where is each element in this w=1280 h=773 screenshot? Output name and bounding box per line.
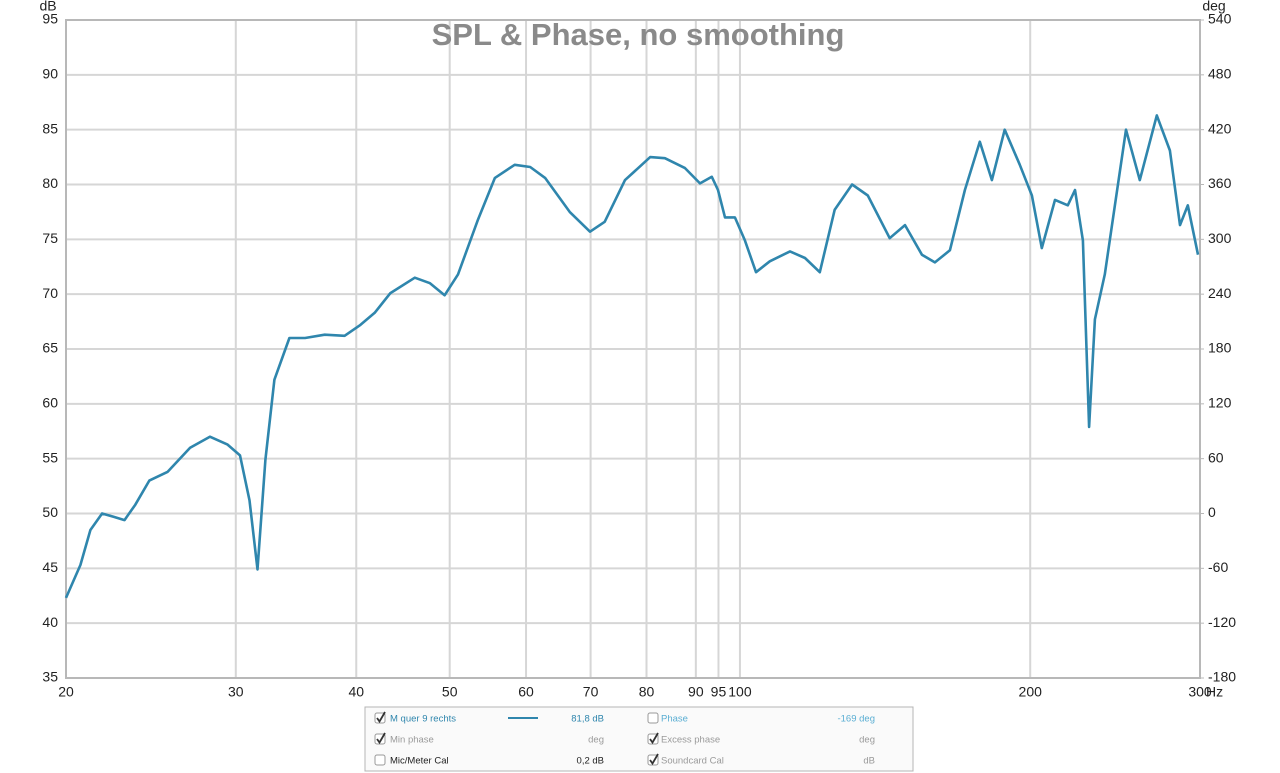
legend-label[interactable]: Phase [661, 714, 688, 725]
x-tick-label: 40 [348, 684, 364, 700]
y2-tick-label: -60 [1208, 559, 1228, 575]
x-tick-label: 90 [688, 684, 704, 700]
legend-readout: deg [859, 735, 875, 746]
legend: M quer 9 rechts 81,8 dB Phase -169 deg Min p… [364, 706, 914, 772]
legend-readout: deg [588, 735, 604, 746]
chart-title: SPL & Phase, no smoothing [432, 17, 845, 52]
y-tick-label: 40 [42, 614, 58, 630]
legend-label[interactable]: M quer 9 rechts [390, 714, 456, 725]
x-axis-label: Hz [1206, 684, 1223, 700]
legend-label[interactable]: Excess phase [661, 735, 720, 746]
y2-tick-label: 60 [1208, 449, 1224, 465]
y2-tick-label: 0 [1208, 504, 1216, 520]
y-tick-label: 65 [42, 340, 58, 356]
y2-tick-label: -120 [1208, 614, 1236, 630]
checkbox[interactable] [374, 754, 386, 766]
x-tick-label: 70 [583, 684, 599, 700]
x-tick-label: 50 [442, 684, 458, 700]
legend-box [364, 706, 914, 772]
legend-label[interactable]: Mic/Meter Cal [390, 756, 449, 767]
y-tick-label: 60 [42, 395, 58, 411]
y-tick-label: 55 [42, 449, 58, 465]
spl-line [64, 114, 1200, 599]
y-tick-label: 70 [42, 285, 58, 301]
y-tick-label: 35 [42, 669, 58, 685]
legend-readout: 0,2 dB [577, 756, 604, 767]
x-tick-label: 300 [1188, 684, 1212, 700]
plot [64, 114, 1200, 599]
checkmark[interactable] [376, 732, 386, 745]
y-tick-label: 75 [42, 230, 58, 246]
x-tick-label: 80 [639, 684, 655, 700]
grid [65, 19, 1201, 679]
y2-tick-label: 420 [1208, 120, 1232, 136]
y2-tick-label: -180 [1208, 669, 1236, 685]
checkbox[interactable] [647, 712, 659, 724]
ticks: 35 40 45 50 55 60 65 70 75 80 85 90 95 -180 -120 -60 0 60… [42, 11, 1236, 700]
x-tick-label: 20 [58, 684, 74, 700]
y2-tick-label: 180 [1208, 340, 1232, 356]
y-tick-label: 45 [42, 559, 58, 575]
y2-tick-label: 240 [1208, 285, 1232, 301]
y-tick-label: 95 [42, 11, 58, 27]
y2-tick-label: 540 [1208, 11, 1232, 27]
checkmark[interactable] [649, 732, 659, 745]
x-tick-label: 100 [728, 684, 752, 700]
x-tick-label: 95 [711, 684, 727, 700]
x-tick-label: 30 [228, 684, 244, 700]
legend-readout: dB [863, 756, 875, 767]
y-tick-label: 50 [42, 504, 58, 520]
x-tick-label: 200 [1019, 684, 1043, 700]
y-tick-label: 80 [42, 175, 58, 191]
y2-tick-label: 300 [1208, 230, 1232, 246]
x-tick-label: 60 [518, 684, 534, 700]
legend-label[interactable]: Soundcard Cal [661, 756, 724, 767]
y2-tick-label: 360 [1208, 175, 1232, 191]
legend-label[interactable]: Min phase [390, 735, 434, 746]
checkmark[interactable] [376, 711, 386, 724]
y-tick-label: 90 [42, 66, 58, 82]
y-tick-label: 85 [42, 120, 58, 136]
y2-tick-label: 120 [1208, 395, 1232, 411]
y-axis-label: dB [39, 0, 56, 14]
y2-tick-label: 480 [1208, 66, 1232, 82]
checkmark[interactable] [649, 753, 659, 766]
legend-readout: -169 deg [837, 714, 875, 725]
y2-axis-label: deg [1202, 0, 1225, 14]
legend-readout: 81,8 dB [571, 714, 604, 725]
